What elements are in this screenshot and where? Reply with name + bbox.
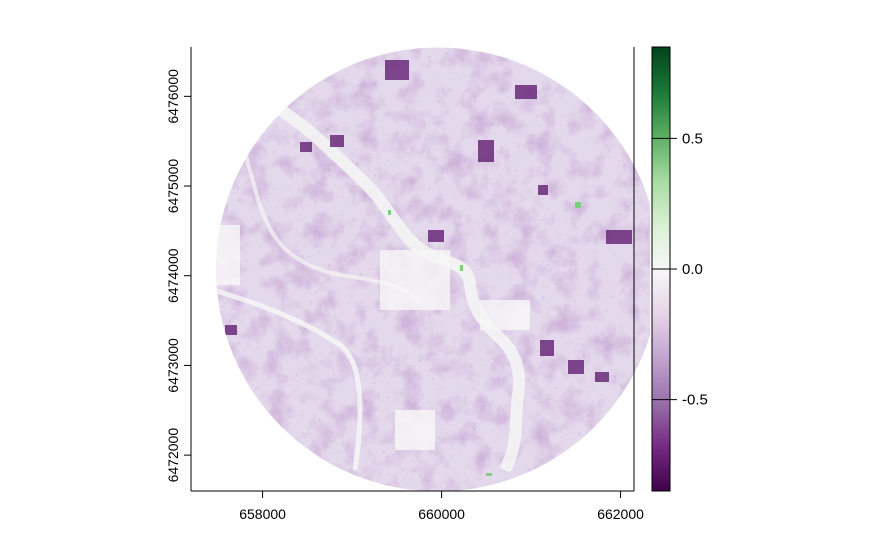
y-tick-label: 6472000 xyxy=(165,428,181,483)
y-tick-label: 6475000 xyxy=(165,159,181,214)
green-specks xyxy=(388,202,581,476)
colorbar-tick-label: 0.5 xyxy=(682,130,703,147)
colorbar: 0.5 0.0 -0.5 xyxy=(651,46,708,492)
x-tick-label: 660000 xyxy=(418,506,465,522)
y-tick-label: 6473000 xyxy=(165,338,181,393)
dark-patches xyxy=(225,60,632,382)
river-feature xyxy=(259,94,526,473)
y-tick-label: 6476000 xyxy=(165,69,181,124)
map-axes: 658000 660000 662000 6472000 6473000 6474000… xyxy=(165,47,644,522)
x-tick-label: 662000 xyxy=(597,506,644,522)
raster-map xyxy=(216,47,650,492)
y-tick-label: 6474000 xyxy=(165,248,181,303)
road-feature xyxy=(216,282,363,471)
colorbar-tick-label: -0.5 xyxy=(682,392,708,409)
x-tick-label: 658000 xyxy=(239,506,286,522)
pale-patches xyxy=(216,225,530,450)
colorbar-tick-label: 0.0 xyxy=(682,261,703,278)
